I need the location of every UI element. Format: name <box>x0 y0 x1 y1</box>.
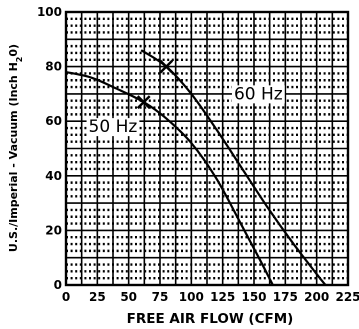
series-line-50-hz <box>65 70 274 286</box>
y-axis-label-subscript: 2 <box>15 57 24 63</box>
series-label-50-hz: 50 Hz <box>89 117 138 137</box>
series-labels: 60 Hz 50 Hz <box>86 84 285 137</box>
x-tick-label: 25 <box>89 290 106 304</box>
x-tick-label: 0 <box>62 290 70 304</box>
grid <box>66 12 348 285</box>
x-tick-label: 225 <box>335 290 359 304</box>
x-tick-label: 175 <box>273 290 298 304</box>
x-tick-label: 50 <box>120 290 137 304</box>
series-line-60-hz <box>140 49 327 286</box>
x-tick-label: 100 <box>179 290 204 304</box>
y-tick-labels: 0 20 40 60 80 100 <box>37 5 62 292</box>
y-tick-label: 80 <box>45 60 62 74</box>
x-tick-labels: 0 25 50 75 100 125 150 175 200 225 <box>62 290 359 304</box>
x-tick-label: 125 <box>210 290 235 304</box>
y-tick-label: 100 <box>37 5 62 19</box>
y-axis-label: U.S./Imperial - Vacuum (Inch H20) <box>7 44 24 252</box>
y-tick-label: 40 <box>45 169 62 183</box>
y-tick-label: 20 <box>45 223 62 237</box>
y-tick-label: 60 <box>45 114 62 128</box>
marker-50-hz <box>136 95 151 109</box>
series-label-bg <box>86 118 140 137</box>
x-tick-label: 150 <box>241 290 266 304</box>
series-label-60-hz: 60 Hz <box>234 84 283 104</box>
marker-60-hz <box>159 59 174 74</box>
series-label-bg <box>231 85 285 104</box>
curves <box>65 49 327 286</box>
y-axis-label-end: 0) <box>7 44 20 57</box>
x-axis-label: FREE AIR FLOW (CFM) <box>127 311 294 327</box>
plot-frame <box>64 10 350 287</box>
y-axis-label-main: U.S./Imperial - Vacuum (Inch H <box>7 62 20 252</box>
x-tick-label: 75 <box>152 290 169 304</box>
y-tick-label: 0 <box>54 278 62 292</box>
x-tick-label: 200 <box>304 290 329 304</box>
